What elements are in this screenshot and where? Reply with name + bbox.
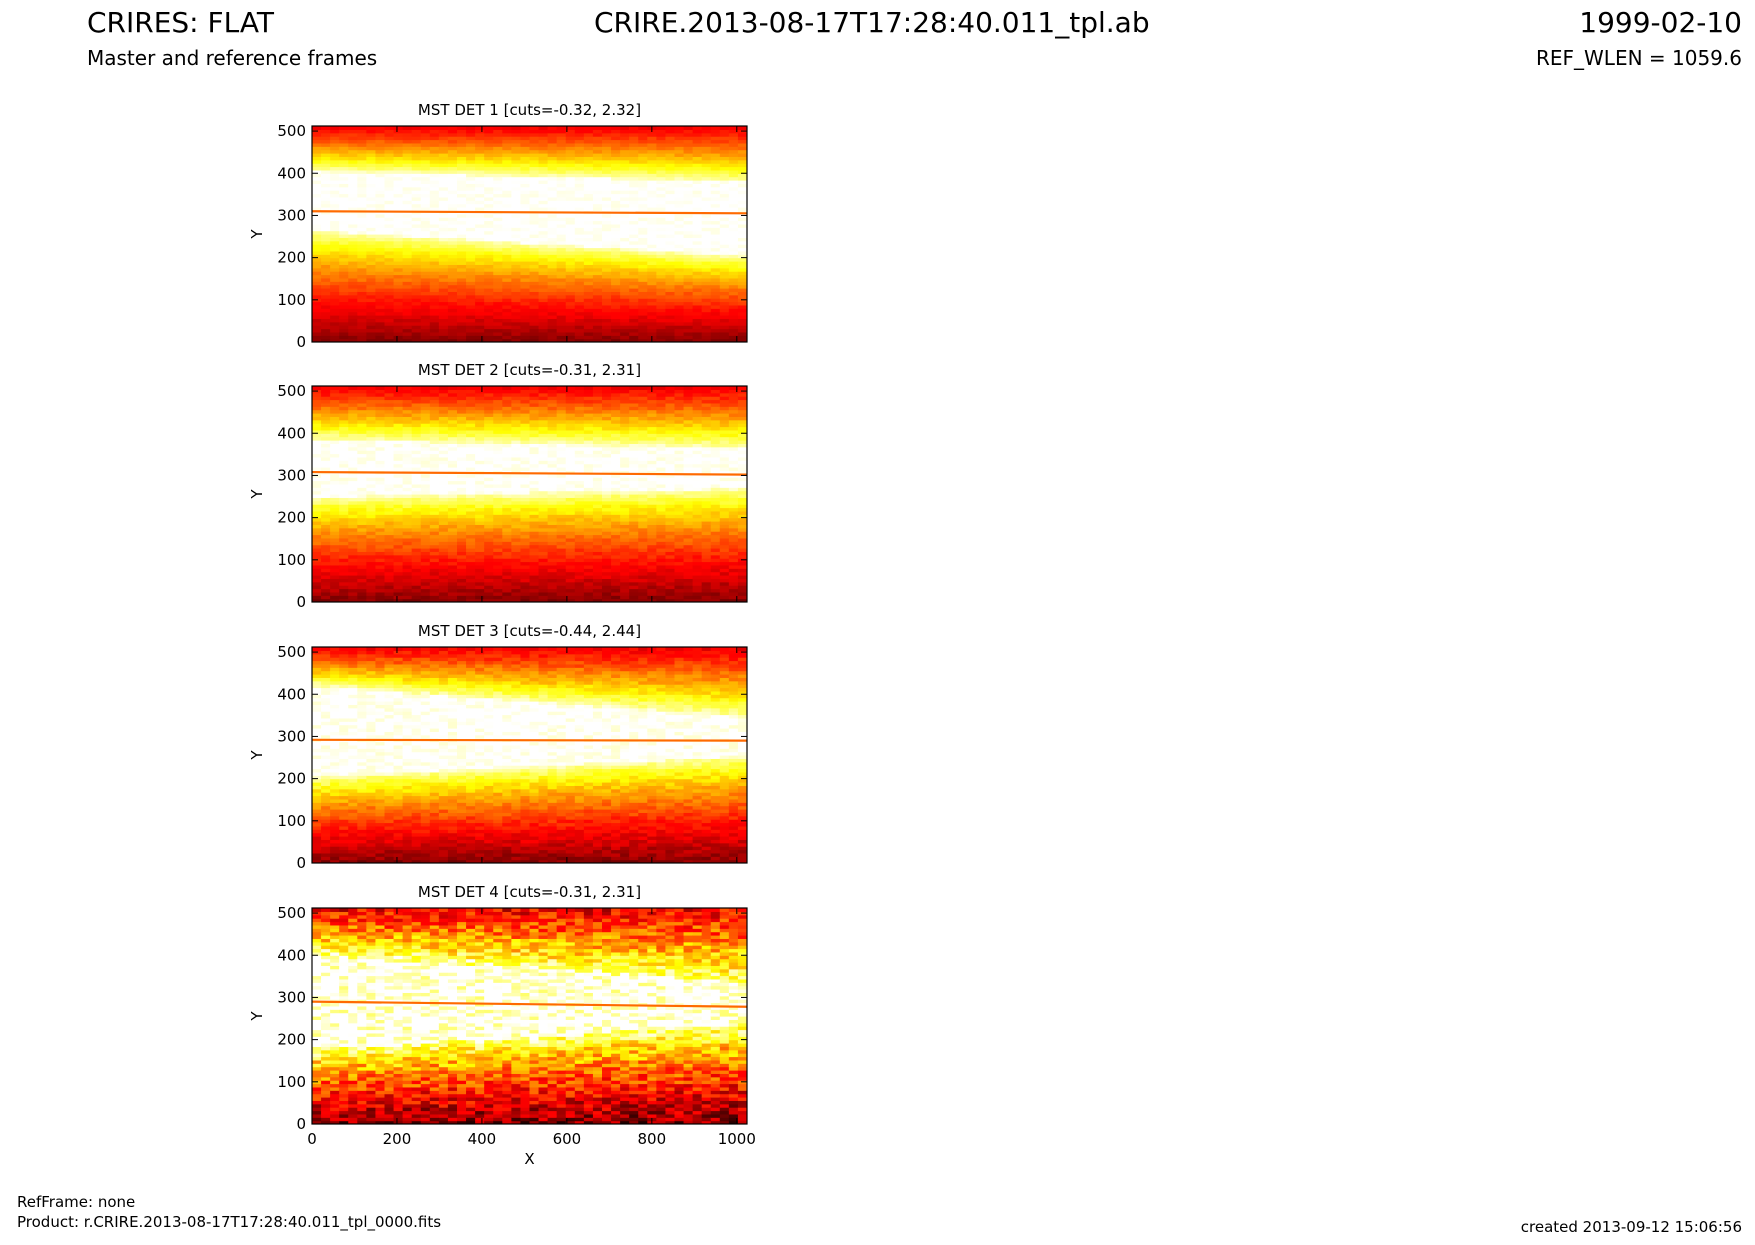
heatmap-image [312,126,747,342]
y-tick-label: 300 [277,466,306,484]
heatmap-image [312,908,747,1124]
y-tick-label: 400 [277,946,306,964]
detector-panel-1: MST DET 1 [cuts=-0.32, 2.32] 0 100 200 300 40… [248,101,748,351]
y-tick-label: 0 [296,593,306,611]
y-tick-label: 100 [277,291,306,309]
ref-wavelength: REF_WLEN = 1059.6 [1535,46,1742,70]
y-tick-label: 200 [277,1031,306,1049]
plot-frame [311,385,748,603]
y-tick-label: 300 [277,727,306,745]
file-name: CRIRE.2013-08-17T17:28:40.011_tpl.ab [594,6,1150,39]
x-tick-label: 1000 [718,1130,756,1148]
y-axis-label: Y [248,489,266,500]
detector-panel-2: MST DET 2 [cuts=-0.31, 2.31] 0 100 200 300 40… [248,361,748,611]
y-tick-label: 400 [277,164,306,182]
detector-panel-3: MST DET 3 [cuts=-0.44, 2.44] 0 100 200 300 40… [248,622,748,872]
y-tick-label: 100 [277,1073,306,1091]
created-note: created 2013-09-12 15:06:56 [1520,1218,1742,1236]
y-tick-label: 300 [277,988,306,1006]
ref-frame-note: RefFrame: none [17,1193,136,1211]
y-axis-label: Y [248,1011,266,1022]
plot-frame [311,646,748,864]
panel-title: MST DET 3 [cuts=-0.44, 2.44] [418,622,641,640]
spectral-line [312,210,747,215]
report-title: CRIRES: FLAT [87,6,274,39]
y-tick-label: 200 [277,770,306,788]
heatmap-image [312,386,747,602]
y-tick-label: 100 [277,551,306,569]
x-tick-label: 0 [307,1130,317,1148]
panel-title: MST DET 4 [cuts=-0.31, 2.31] [418,883,641,901]
y-tick-label: 0 [296,333,306,351]
x-axis-label: X [524,1150,534,1168]
x-tick-label: 400 [468,1130,497,1148]
y-tick-label: 0 [296,854,306,872]
x-tick-label: 800 [638,1130,667,1148]
plot-frame [311,125,748,343]
y-tick-label: 500 [277,382,306,400]
panel-title: MST DET 1 [cuts=-0.32, 2.32] [418,101,641,119]
x-tick-label: 600 [553,1130,582,1148]
y-tick-label: 500 [277,643,306,661]
y-tick-label: 200 [277,249,306,267]
y-tick-label: 300 [277,206,306,224]
y-tick-label: 400 [277,424,306,442]
spectral-line [312,738,747,742]
spectral-line [312,1000,747,1008]
product-note: Product: r.CRIRE.2013-08-17T17:28:40.011… [17,1213,442,1231]
detector-panel-4: MST DET 4 [cuts=-0.31, 2.31] 0 100 200 300 40… [248,883,756,1168]
y-tick-label: 500 [277,122,306,140]
report-subtitle: Master and reference frames [87,46,378,70]
heatmap-image [312,647,747,863]
y-tick-label: 200 [277,509,306,527]
panel-title: MST DET 2 [cuts=-0.31, 2.31] [418,361,641,379]
x-tick-label: 200 [383,1130,412,1148]
observation-date: 1999-02-10 [1579,6,1742,39]
y-axis-label: Y [248,229,266,240]
y-tick-label: 100 [277,812,306,830]
y-tick-label: 400 [277,685,306,703]
y-tick-label: 500 [277,904,306,922]
y-tick-label: 0 [296,1115,306,1133]
spectral-line [312,470,747,476]
y-axis-label: Y [248,750,266,761]
plot-frame [311,907,748,1125]
